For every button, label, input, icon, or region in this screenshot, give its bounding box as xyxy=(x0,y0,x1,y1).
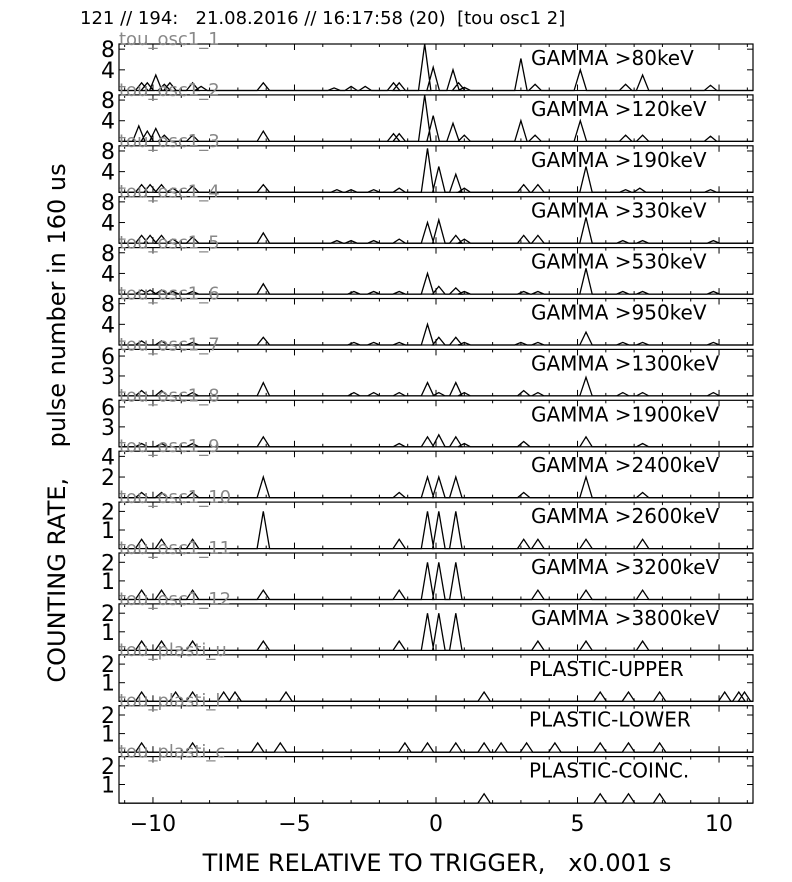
channel-id: tou_osc1_9 xyxy=(119,436,220,457)
series-trace xyxy=(119,613,753,652)
series-trace xyxy=(119,94,753,143)
y-tick-label: 2 xyxy=(101,602,115,627)
chart-header: 121 // 194: 21.08.2016 // 16:17:58 (20) … xyxy=(80,8,566,29)
y-tick-label: 1 xyxy=(101,621,115,646)
series-trace xyxy=(119,217,753,244)
y-tick-label: 6 xyxy=(101,345,115,370)
y-tick-label: 2 xyxy=(101,653,115,678)
y-tick-label: 8 xyxy=(101,89,115,114)
y-tick-label: 4 xyxy=(101,110,115,135)
series-trace xyxy=(119,474,753,499)
y-tick-label: 4 xyxy=(101,212,115,237)
series-trace xyxy=(119,792,753,804)
series-trace xyxy=(119,375,753,397)
y-tick-label: 3 xyxy=(101,416,115,441)
channel-id: tou_plasti_c xyxy=(119,742,225,763)
y-tick-label: 6 xyxy=(101,396,115,421)
series-trace xyxy=(119,562,753,601)
channel-id: tou_osc1_7 xyxy=(119,334,220,355)
y-tick-label: 1 xyxy=(101,672,115,697)
channel-id: tou_osc1_12 xyxy=(119,589,231,610)
x-tick-label: 10 xyxy=(705,812,733,837)
y-tick-label: 8 xyxy=(101,242,115,267)
channel-id: tou_osc1_1 xyxy=(119,29,220,50)
channel-id: tou_osc1_2 xyxy=(119,80,220,101)
y-tick-label: 2 xyxy=(101,500,115,525)
channel-id: tou_plasti_u xyxy=(119,640,227,661)
y-tick-label: 1 xyxy=(101,774,115,799)
panel-label: GAMMA >950keV xyxy=(531,301,707,325)
panel-label: GAMMA >1900keV xyxy=(531,402,720,426)
y-tick-label: 8 xyxy=(101,38,115,63)
y-tick-label: 2 xyxy=(101,755,115,780)
x-tick-label: 0 xyxy=(429,812,443,837)
panel-label: PLASTIC-LOWER xyxy=(529,708,691,732)
series-trace xyxy=(119,148,753,193)
x-axis-label: TIME RELATIVE TO TRIGGER, x0.001 s xyxy=(202,849,672,877)
channel-id: tou_osc1_6 xyxy=(119,284,220,305)
y-tick-label: 4 xyxy=(101,59,115,84)
y-tick-label: 4 xyxy=(101,161,115,186)
panel-label: GAMMA >120keV xyxy=(531,97,707,121)
panel-label: GAMMA >1300keV xyxy=(531,351,720,375)
panel-label: PLASTIC-UPPER xyxy=(529,657,684,681)
channel-id: tou_osc1_5 xyxy=(119,233,220,254)
series-trace xyxy=(119,690,753,702)
panel-label: GAMMA >3800keV xyxy=(531,606,720,630)
y-tick-label: 4 xyxy=(101,262,115,287)
panel-label: GAMMA >2600keV xyxy=(531,504,720,528)
panel-label: GAMMA >330keV xyxy=(531,199,707,223)
panel-label: GAMMA >3200keV xyxy=(531,555,720,579)
channel-id: tou_osc1_11 xyxy=(119,538,231,559)
channel-id: tou_osc1_8 xyxy=(119,385,220,406)
y-tick-label: 4 xyxy=(101,445,115,470)
y-tick-label: 2 xyxy=(101,551,115,576)
panel-label: GAMMA >80keV xyxy=(531,46,694,70)
y-tick-label: 4 xyxy=(101,313,115,338)
channel-id: tou_osc1_10 xyxy=(119,487,231,508)
series-trace xyxy=(119,322,753,346)
series-trace xyxy=(119,43,753,92)
panel-label: GAMMA >2400keV xyxy=(531,453,720,477)
panel-label: GAMMA >190keV xyxy=(531,148,707,172)
series-trace xyxy=(119,511,753,550)
y-tick-label: 1 xyxy=(101,519,115,544)
channel-id: tou_osc1_3 xyxy=(119,131,220,152)
series-trace xyxy=(119,741,753,753)
y-tick-label: 2 xyxy=(101,466,115,491)
y-tick-label: 1 xyxy=(101,723,115,748)
y-tick-label: 2 xyxy=(101,704,115,729)
y-tick-label: 1 xyxy=(101,570,115,595)
x-tick-label: −5 xyxy=(278,812,310,837)
y-tick-label: 3 xyxy=(101,365,115,390)
series-trace xyxy=(119,268,753,295)
channel-id: tou_plasti_l xyxy=(119,691,220,712)
x-tick-label: 5 xyxy=(571,812,585,837)
x-tick-label: −10 xyxy=(130,812,176,837)
y-tick-label: 8 xyxy=(101,140,115,165)
y-tick-label: 8 xyxy=(101,191,115,216)
y-tick-label: 8 xyxy=(101,293,115,318)
channel-id: tou_osc1_4 xyxy=(119,182,220,203)
panel-label: PLASTIC-COINC. xyxy=(529,759,689,783)
series-trace xyxy=(119,433,753,448)
panel-label: GAMMA >530keV xyxy=(531,250,707,274)
